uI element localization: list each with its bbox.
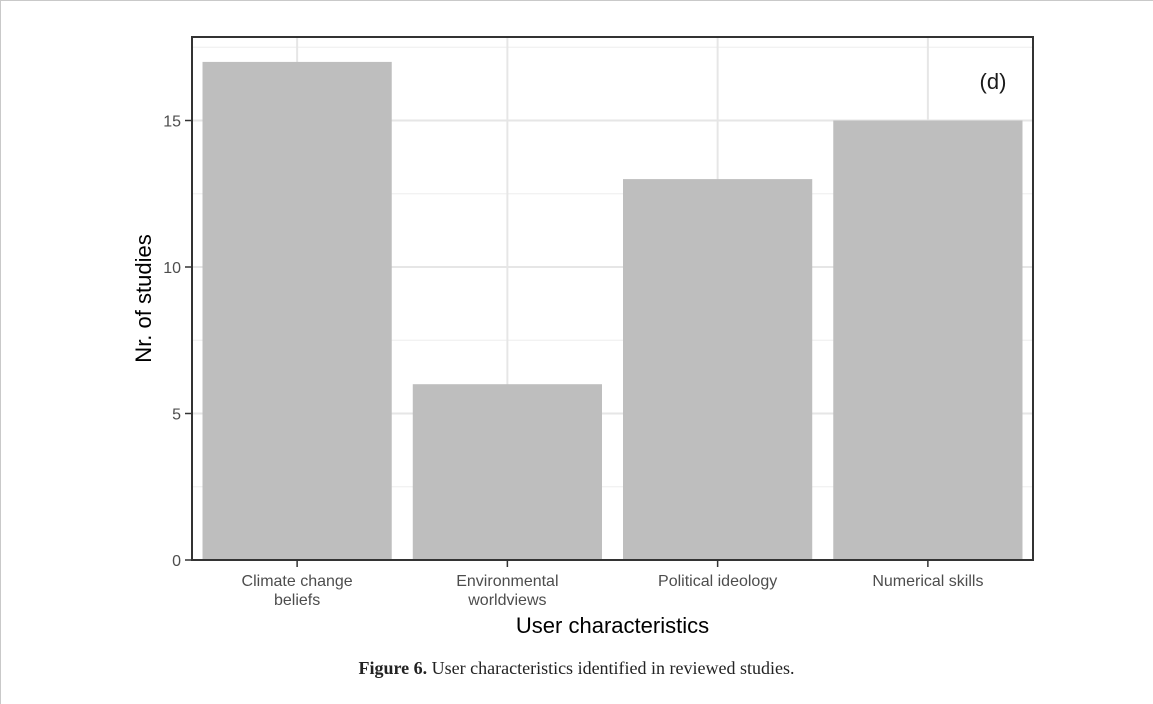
x-tick-label: Climate change beliefs [242, 573, 353, 609]
bar [412, 384, 602, 560]
x-axis-title: User characteristics [516, 613, 709, 638]
x-axis-ticks: Climate change beliefs Environmental worldv… [242, 560, 983, 609]
y-tick-label: 10 [163, 260, 181, 277]
bar [833, 120, 1023, 560]
x-tick-label: Numerical skills [872, 573, 983, 590]
panel-label: (d) [980, 69, 1007, 94]
x-tick-label-line: worldviews [467, 592, 546, 609]
caption-label: Figure 6. [358, 658, 428, 678]
x-tick-label-line: beliefs [274, 592, 320, 609]
panel-border [191, 36, 1034, 561]
x-tick-label-line: Climate change [242, 573, 353, 590]
bar [623, 179, 813, 560]
x-tick-label-line: Political ideology [658, 573, 777, 590]
y-tick-label: 15 [163, 114, 181, 131]
figure-caption: Figure 6. User characteristics identifie… [0, 658, 1153, 679]
y-tick-label: 5 [172, 407, 181, 424]
y-tick-label: 0 [172, 553, 181, 570]
bar-chart: 0 5 10 15 Climate change beliefs Environmenta… [131, 36, 1034, 638]
x-tick-label: Political ideology [658, 573, 777, 590]
x-tick-label: Environmental worldviews [456, 573, 558, 609]
bars [202, 61, 1023, 561]
bar [202, 61, 392, 561]
y-axis-title: Nr. of studies [131, 234, 156, 362]
x-tick-label-line: Numerical skills [872, 573, 983, 590]
x-tick-label-line: Environmental [456, 573, 558, 590]
page-frame-left [0, 0, 1, 704]
caption-text: User characteristics identified in revie… [427, 658, 795, 678]
y-axis-ticks: 0 5 10 15 [163, 114, 192, 570]
page-frame-top [0, 0, 1153, 1]
